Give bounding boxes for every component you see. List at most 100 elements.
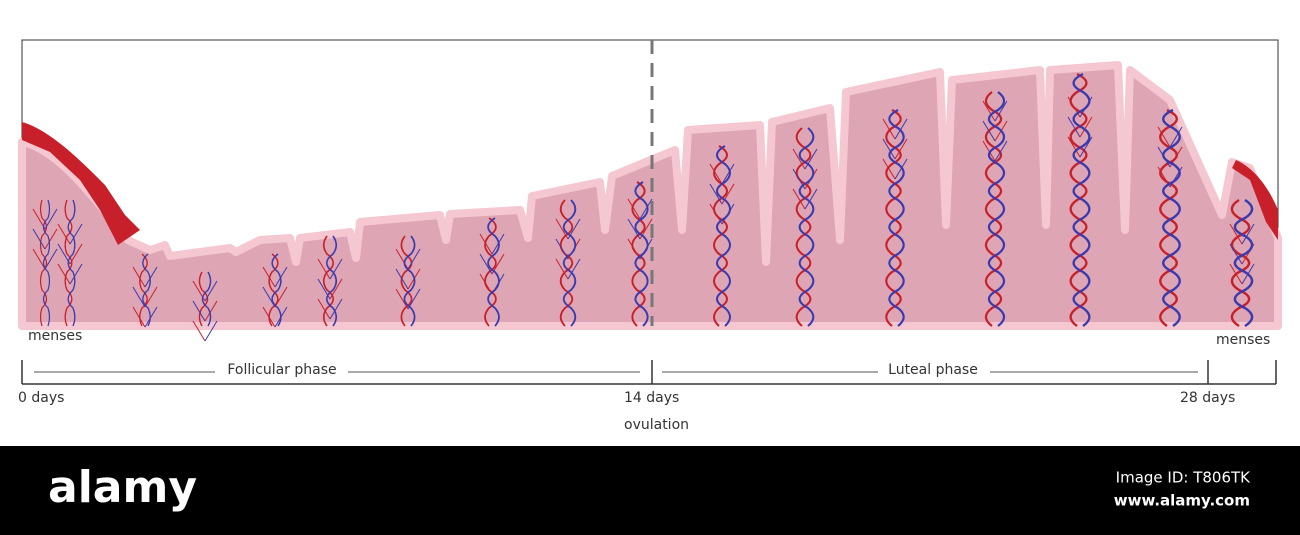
vessel-branch <box>262 266 276 288</box>
vessel-branch <box>407 288 421 310</box>
vessel-branch <box>639 198 653 220</box>
vessel-branch <box>721 163 735 185</box>
vessel-branch <box>69 243 83 265</box>
vessel-branch <box>1169 126 1183 148</box>
label: menses <box>1216 332 1270 348</box>
vessel-branch <box>1157 146 1171 168</box>
vessel-branch <box>1067 96 1081 118</box>
vessel-branch <box>204 320 218 342</box>
vessel-branch <box>567 258 581 280</box>
vessel <box>201 271 212 327</box>
vessel <box>142 253 151 327</box>
vessel <box>403 235 416 327</box>
vessel-branch <box>792 168 806 190</box>
vessel-branch <box>1079 96 1093 118</box>
vessel-branch <box>994 140 1008 162</box>
vessel <box>198 271 209 327</box>
vessel-branch <box>555 258 569 280</box>
day-label: 0 days <box>18 390 64 406</box>
vessel-branch <box>479 253 493 275</box>
vessel <box>1162 108 1181 327</box>
day-label: 28 days <box>1180 390 1235 406</box>
vessel-branch <box>57 223 71 245</box>
vessel-branch <box>57 263 71 285</box>
phase-label: Luteal phase <box>888 362 978 378</box>
vessel <box>562 199 577 327</box>
vessel-branch <box>792 148 806 170</box>
vessel-branch <box>44 208 58 230</box>
vessel-branch <box>395 288 409 310</box>
vessel-branch <box>894 138 908 160</box>
vessel <box>984 91 1003 327</box>
vessel-branch <box>317 278 331 300</box>
vessel-branch <box>882 138 896 160</box>
vessel-branch <box>882 118 896 140</box>
vessel-branch <box>479 233 493 255</box>
vessel-branch <box>982 100 996 122</box>
vessel-branch <box>395 268 409 290</box>
vessel-branch <box>69 223 83 245</box>
vessel <box>885 109 902 327</box>
vessel <box>64 199 73 327</box>
vessel <box>1069 72 1088 327</box>
vessel <box>271 253 282 327</box>
vessel-branch <box>1169 166 1183 188</box>
vessel-branch <box>395 248 409 270</box>
vessel-branch <box>204 280 218 302</box>
vessel-branch <box>144 306 158 328</box>
vessel-branch <box>639 218 653 240</box>
vessel <box>139 253 148 327</box>
vessel-branch <box>132 306 146 328</box>
vessel-branch <box>317 298 331 320</box>
timeline <box>21 360 1277 385</box>
vessel-branch <box>555 218 569 240</box>
vessel-branch <box>57 243 71 265</box>
vessel-branch <box>192 320 206 342</box>
vessel-branch <box>44 248 58 270</box>
vessel <box>716 145 731 327</box>
vessel-branch <box>994 100 1008 122</box>
vessel-branch <box>1079 116 1093 138</box>
vessel <box>39 199 48 327</box>
vessel <box>888 109 905 327</box>
vessel <box>1159 108 1178 327</box>
vessel-branch <box>1067 116 1081 138</box>
vessel-branch <box>1241 263 1255 285</box>
vessel-branch <box>721 203 735 225</box>
vessel <box>798 127 815 327</box>
menses-shedding <box>1232 160 1278 240</box>
vessel-branch <box>274 306 288 328</box>
vessel-branch <box>709 163 723 185</box>
vessel <box>713 145 728 327</box>
image-id: Image ID: T806TK <box>1116 469 1251 487</box>
vessel-branch <box>144 266 158 288</box>
vessel <box>325 235 338 327</box>
vessel <box>987 91 1006 327</box>
vessel-branch <box>1067 136 1081 158</box>
vessel-branch <box>491 273 505 295</box>
label: ovulation <box>624 417 689 433</box>
vessel-branch <box>555 238 569 260</box>
vessel-branch <box>192 300 206 322</box>
vessel-branch <box>982 120 996 142</box>
vessel-branch <box>1241 223 1255 245</box>
vessel <box>268 253 279 327</box>
vessel-branch <box>1079 136 1093 158</box>
vessel-branch <box>329 278 343 300</box>
vessel-branch <box>491 253 505 275</box>
vessel-branch <box>204 300 218 322</box>
url: www.alamy.com <box>1114 492 1250 510</box>
vessel-branch <box>627 198 641 220</box>
vessel-branch <box>721 183 735 205</box>
vessels <box>32 72 1255 342</box>
vessel-branch <box>1157 126 1171 148</box>
footer <box>0 446 1300 535</box>
vessel <box>484 217 497 327</box>
vessel <box>487 217 500 327</box>
brand: alamy <box>48 462 197 513</box>
vessel-branch <box>44 228 58 250</box>
vessel-branch <box>894 158 908 180</box>
vessel-branch <box>317 258 331 280</box>
vessel-branch <box>69 263 83 285</box>
